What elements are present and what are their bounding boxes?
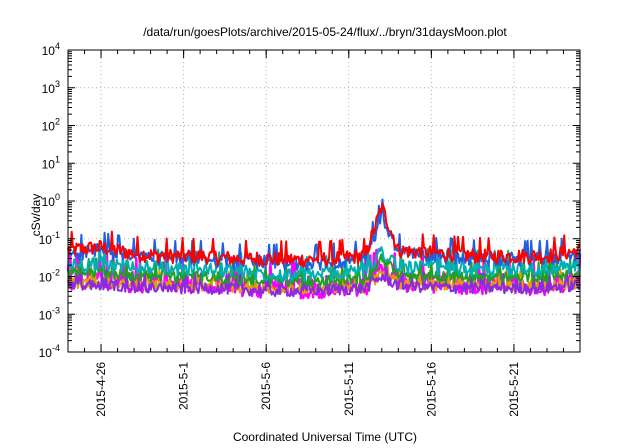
x-tick-label: 2015-5-11 [342, 362, 356, 416]
series-line [67, 263, 581, 298]
y-tick-label: 100 [42, 192, 60, 209]
y-tick-label: 10-4 [39, 343, 60, 360]
y-tick-label: 10-2 [39, 268, 60, 285]
x-axis-label: Coordinated Universal Time (UTC) [233, 430, 417, 444]
series-line [67, 245, 581, 283]
y-tick-label: 104 [42, 41, 60, 58]
series-line [67, 253, 581, 287]
series-line [67, 202, 581, 268]
y-tick-label: 101 [42, 154, 60, 171]
grid [68, 50, 580, 352]
y-tick-label: 103 [42, 79, 60, 96]
x-axis-ticks: 2015-4-26 2015-5-1 2015-5-6 2015-5-11 2015-5… [67, 50, 581, 417]
y-axis-label: cSv/day [29, 194, 43, 237]
series-group [66, 198, 582, 300]
y-tick-label: 10-3 [39, 305, 60, 322]
x-tick-label: 2015-5-21 [507, 362, 521, 417]
chart-title: /data/run/goesPlots/archive/2015-05-24/f… [143, 25, 507, 39]
x-tick-label: 2015-4-26 [94, 362, 108, 417]
y-tick-label: 102 [42, 117, 60, 134]
x-tick-label: 2015-5-6 [259, 362, 273, 410]
x-tick-label: 2015-5-1 [177, 362, 191, 410]
x-tick-label: 2015-5-16 [424, 362, 438, 417]
